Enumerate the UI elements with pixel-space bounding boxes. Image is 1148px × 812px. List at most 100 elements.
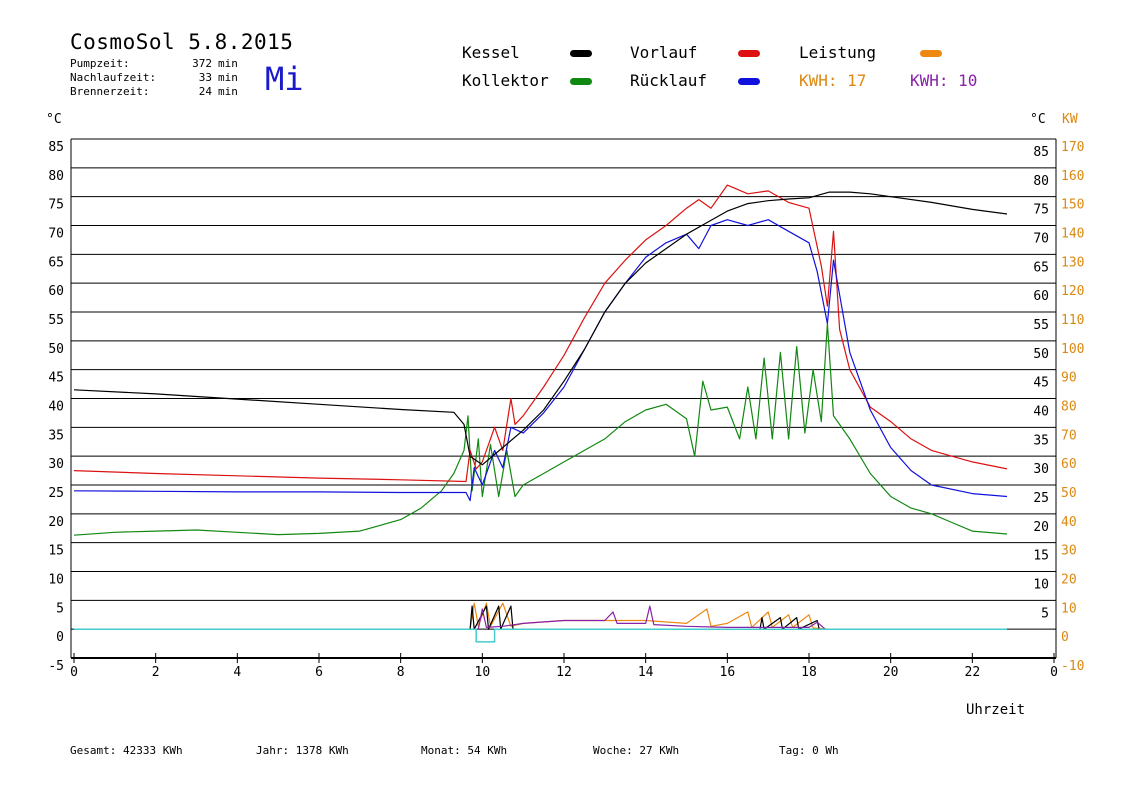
y-right-tick-label: 30 [1033, 462, 1049, 477]
y-left-tick-label: 75 [48, 198, 64, 213]
kw-tick-label: 90 [1061, 371, 1077, 386]
y-right-tick-label: 25 [1033, 491, 1049, 506]
y-left-tick-label: 25 [48, 486, 64, 501]
kw-tick-label: 70 [1061, 428, 1077, 443]
footer-day: Tag: 0 Wh [779, 744, 839, 757]
stat-unit: min [218, 85, 238, 98]
y-left-tick-label: 60 [48, 284, 64, 299]
y-left-tick-label: 55 [48, 313, 64, 328]
kwh-burner-label: KWH: 10 [910, 71, 978, 90]
legend-kollektor-label: Kollektor [462, 71, 549, 90]
y-right-tick-label: 20 [1033, 520, 1049, 535]
y-right-tick-label: 85 [1033, 145, 1049, 160]
kw-tick-label: 150 [1061, 198, 1084, 213]
x-tick-label: 6 [315, 665, 323, 680]
y-left-tick-label: 0 [56, 630, 64, 645]
footer-week: Woche: 27 KWh [593, 744, 680, 757]
x-tick-label: 4 [233, 665, 241, 680]
stat-label: Nachlaufzeit: [70, 71, 157, 84]
kw-tick-label: 50 [1061, 486, 1077, 501]
x-tick-label: 0 [1050, 665, 1058, 680]
series-kessel-line [73, 191, 1008, 466]
stat-label: Pumpzeit: [70, 57, 130, 70]
legend-ruecklauf-label: Rücklauf [630, 71, 708, 90]
kw-tick-label: 110 [1061, 313, 1084, 328]
y-right-tick-label: 65 [1033, 260, 1049, 275]
legend-leistung-label: Leistung [799, 43, 877, 62]
kw-tick-label: 20 [1061, 573, 1077, 588]
y-left-tick-label: 45 [48, 371, 64, 386]
kw-tick-label: 30 [1061, 544, 1077, 559]
kw-tick-label: 40 [1061, 515, 1077, 530]
series-vorlauf-line [73, 184, 1008, 483]
x-tick-label: 10 [475, 665, 491, 680]
y-right-tick-label: 15 [1033, 549, 1049, 564]
legend-kessel-swatch [570, 50, 592, 57]
y-right-tick-label: 40 [1033, 405, 1049, 420]
series-status-line [74, 628, 1007, 643]
x-tick-label: 18 [801, 665, 817, 680]
y-left-tick-label: 65 [48, 255, 64, 270]
y-right-tick-label: 75 [1033, 203, 1049, 218]
stat-label: Brennerzeit: [70, 85, 150, 98]
y-left-tick-label: 5 [56, 601, 64, 616]
y-right-tick-label: 60 [1033, 289, 1049, 304]
series-pumpe-line [477, 605, 826, 630]
stat-row: Pumpzeit: 372 min [70, 57, 238, 71]
legend-vorlauf-label: Vorlauf [630, 43, 698, 62]
y-left-tick-label: 70 [48, 227, 64, 242]
kw-tick-label: 160 [1061, 169, 1084, 184]
right-axis-unit: °C [1030, 112, 1046, 127]
weekday-label: Mi [265, 60, 304, 98]
y-left-tick-label: 85 [48, 140, 64, 155]
stat-row: Nachlaufzeit: 33 min [70, 71, 238, 85]
legend-ruecklauf-swatch [738, 78, 760, 85]
legend-kessel-label: Kessel [462, 43, 520, 62]
series-brenner-line [469, 605, 820, 630]
footer-total: Gesamt: 42333 KWh [70, 744, 183, 757]
y-right-tick-label: 5 [1041, 606, 1049, 621]
y-right-tick-label: 70 [1033, 232, 1049, 247]
stat-value: 372 [192, 57, 212, 70]
y-left-tick-label: 30 [48, 457, 64, 472]
stat-unit: min [218, 71, 238, 84]
y-right-tick-label: 35 [1033, 433, 1049, 448]
chart-title: CosmoSol 5.8.2015 [70, 30, 294, 54]
x-tick-label: 20 [883, 665, 899, 680]
x-tick-label: 8 [397, 665, 405, 680]
kw-tick-label: 170 [1061, 140, 1084, 155]
legend-vorlauf-swatch [738, 50, 760, 57]
x-tick-label: 12 [556, 665, 572, 680]
kw-tick-label: 80 [1061, 400, 1077, 415]
y-right-tick-label: 45 [1033, 376, 1049, 391]
kwh-solar-label: KWH: 17 [799, 71, 867, 90]
footer-year: Jahr: 1378 KWh [256, 744, 349, 757]
y-left-tick-label: -5 [48, 659, 64, 674]
stat-value: 24 [198, 85, 212, 98]
y-right-tick-label: 10 [1033, 578, 1049, 593]
y-right-tick-label: 50 [1033, 347, 1049, 362]
left-axis-unit: °C [46, 112, 62, 127]
x-tick-label: 0 [70, 665, 78, 680]
x-tick-label: 22 [965, 665, 981, 680]
kw-tick-label: -10 [1061, 659, 1084, 674]
series-ruecklauf-line [73, 219, 1008, 502]
kw-tick-label: 120 [1061, 284, 1084, 299]
y-right-tick-label: 55 [1033, 318, 1049, 333]
x-tick-label: 14 [638, 665, 654, 680]
series-leistung-line [469, 602, 830, 630]
y-left-tick-label: 10 [48, 573, 64, 588]
y-left-tick-label: 35 [48, 428, 64, 443]
legend-kollektor-swatch [570, 78, 592, 85]
kw-tick-label: 60 [1061, 457, 1077, 472]
footer-month: Monat: 54 KWh [421, 744, 508, 757]
x-tick-label: 16 [720, 665, 736, 680]
legend-leistung-swatch [920, 50, 942, 57]
x-axis-label: Uhrzeit [966, 702, 1026, 718]
y-left-tick-label: 15 [48, 544, 64, 559]
stat-value: 33 [198, 71, 212, 84]
series-kollektor-line [73, 322, 1008, 536]
kw-tick-label: 10 [1061, 601, 1077, 616]
y-left-tick-label: 20 [48, 515, 64, 530]
